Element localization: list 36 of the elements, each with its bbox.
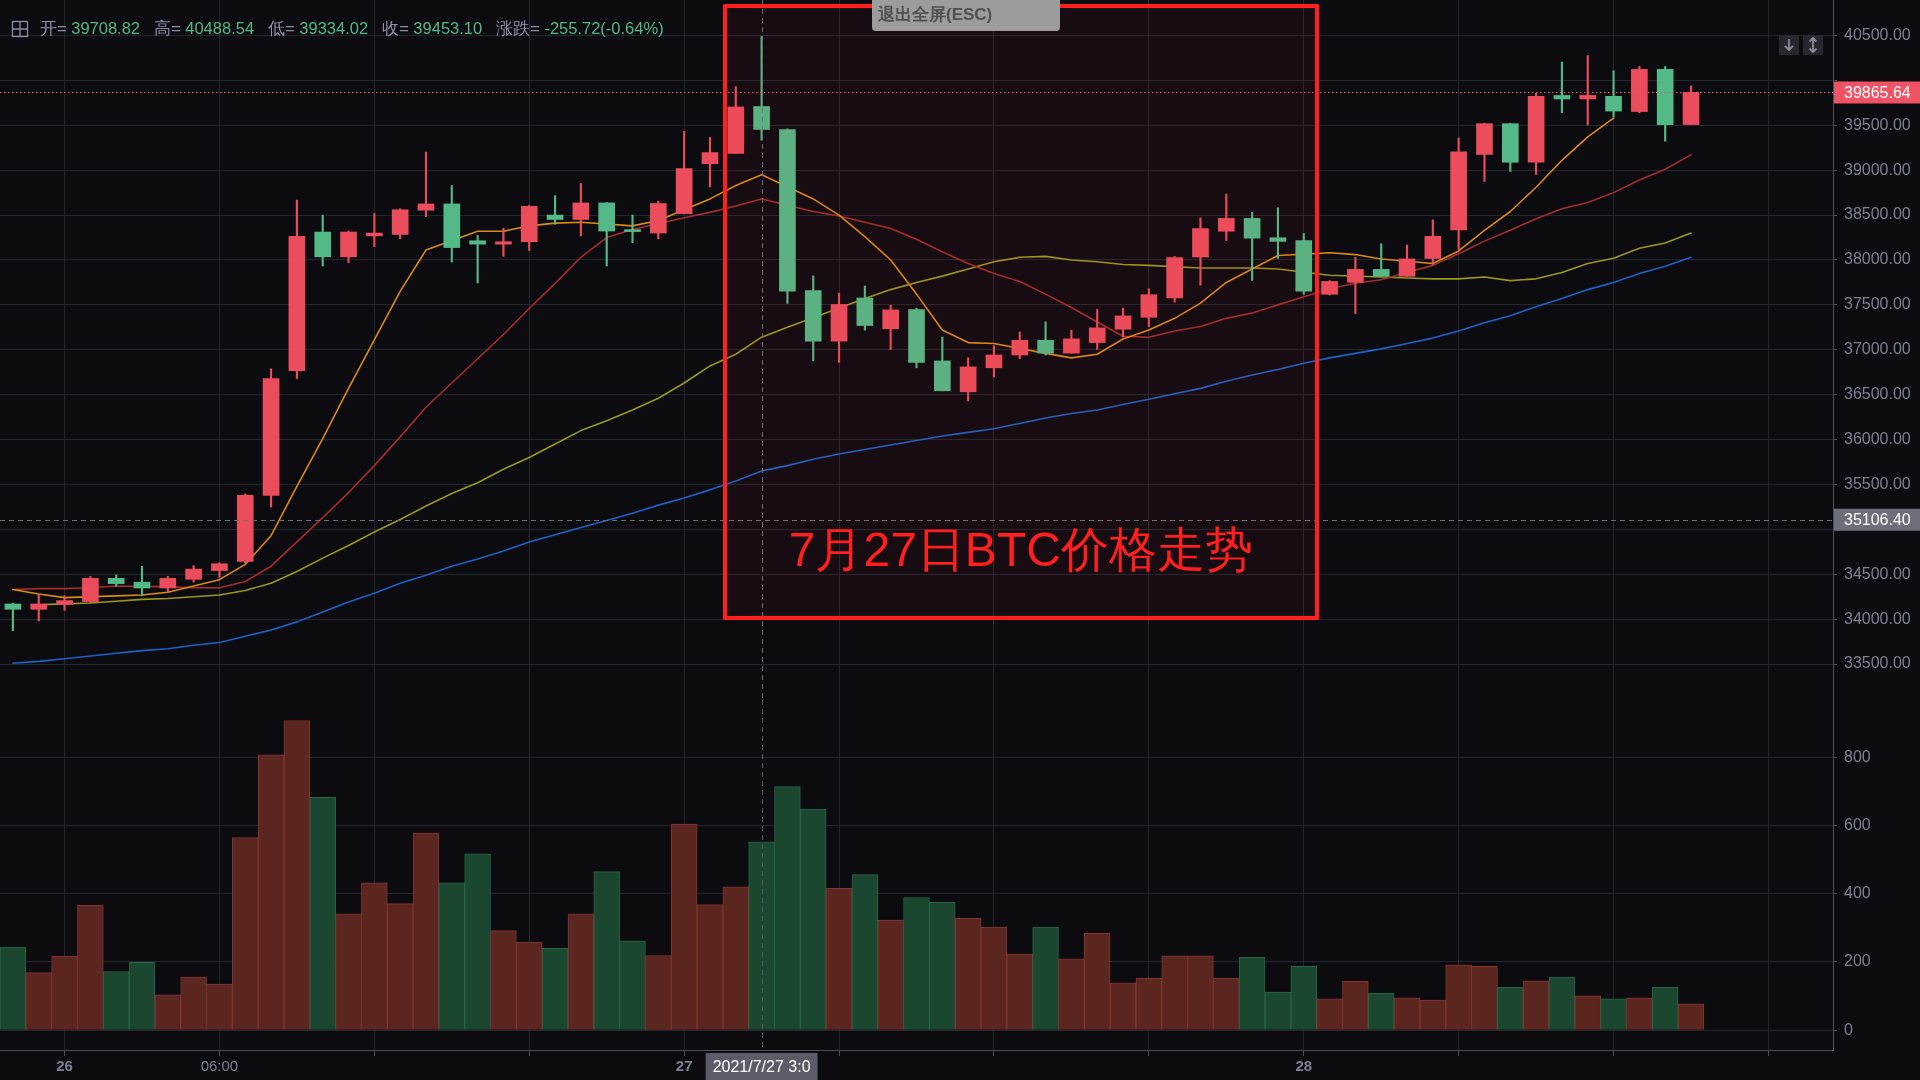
y-tick-label: 37000.00 [1844, 340, 1911, 358]
y-tick-label: 34000.00 [1844, 609, 1911, 627]
y-tick-label: 33500.00 [1844, 654, 1911, 672]
y-tick-label: 39000.00 [1844, 160, 1911, 178]
y-tick-label: 800 [1844, 747, 1871, 765]
band-label: 7月27日BTC价格走势 [787, 521, 1254, 578]
y-tick-label: 39500.00 [1844, 115, 1911, 133]
y-tick-label: 0 [1844, 1020, 1853, 1038]
ref-line-label: 35106.40 [1844, 511, 1911, 529]
y-tick-label: 38500.00 [1844, 205, 1911, 223]
annotation: 收= 39453.10 [382, 19, 483, 37]
y-tick-label: 200 [1844, 952, 1871, 970]
candlestick [624, 214, 641, 244]
annotation: 涨跌= -255.72(-0.64%) [496, 19, 664, 37]
y-tick-label: 38000.00 [1844, 250, 1911, 268]
candlestick [56, 595, 73, 611]
x-tick-label: 27 [675, 1057, 693, 1075]
annotation: 开= 39708.82 [40, 19, 141, 37]
y-tick-label: 400 [1844, 884, 1871, 902]
y-tick-label: 36500.00 [1844, 385, 1911, 403]
y-tick-label: 40500.00 [1844, 25, 1911, 43]
y-tick-label: 34500.00 [1844, 564, 1911, 582]
annotation: 低= 39334.02 [268, 19, 369, 37]
y-tick-label: 600 [1844, 815, 1871, 833]
candlestick [1605, 70, 1622, 118]
ref-line-label: 2021/7/27 3:0 [712, 1057, 811, 1075]
y-tick-label: 35500.00 [1844, 474, 1911, 492]
x-tick-label: 06:00 [200, 1057, 239, 1075]
ref-line-label: 39865.64 [1844, 83, 1911, 101]
y-tick-label: 37500.00 [1844, 295, 1911, 313]
x-tick-label: 26 [56, 1057, 73, 1075]
candlestick [495, 227, 512, 257]
x-tick-label: 28 [1295, 1057, 1313, 1075]
y-tick-label: 36000.00 [1844, 429, 1911, 447]
annotation: 高= 40488.54 [154, 19, 255, 37]
fullscreen-exit-button: 退出全屏(ESC) [872, 0, 1060, 31]
